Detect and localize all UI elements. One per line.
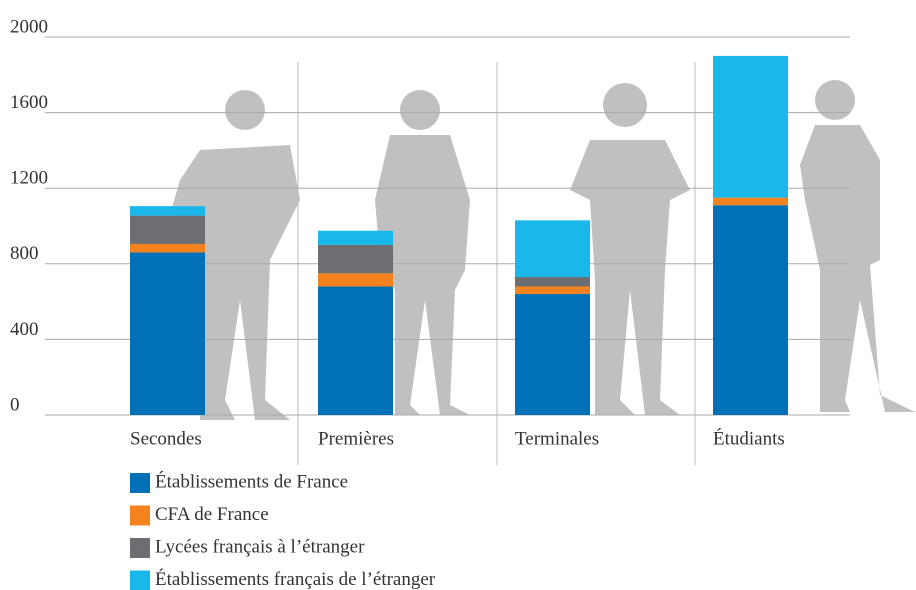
bar-segment bbox=[713, 197, 788, 206]
legend-swatch bbox=[130, 538, 150, 558]
silhouette bbox=[225, 90, 265, 130]
bar-segment bbox=[318, 230, 393, 245]
bar-segment bbox=[713, 55, 788, 198]
y-tick-label: 1200 bbox=[10, 168, 48, 189]
x-tick-label: Premières bbox=[318, 428, 394, 449]
bar-segment bbox=[130, 215, 205, 244]
legend-swatch bbox=[130, 505, 150, 526]
x-tick-label: Étudiants bbox=[713, 427, 785, 449]
bar-segment bbox=[318, 273, 393, 287]
bar-segment bbox=[713, 205, 788, 415]
x-tick-label: Secondes bbox=[130, 428, 202, 449]
legend-label: Lycées français à l’étranger bbox=[155, 536, 365, 557]
y-tick-label: 1600 bbox=[10, 92, 48, 113]
legend-swatch bbox=[130, 570, 150, 590]
bar-segment bbox=[515, 277, 590, 287]
y-tick-label: 0 bbox=[10, 394, 20, 415]
silhouette bbox=[400, 90, 440, 130]
legend-label: Établissements français de l’étranger bbox=[155, 568, 436, 590]
y-tick-label: 800 bbox=[10, 243, 39, 264]
bar-segment bbox=[515, 286, 590, 295]
silhouette bbox=[570, 140, 690, 415]
bar-segment bbox=[515, 220, 590, 278]
legend-label: Établissements de France bbox=[155, 470, 348, 492]
y-tick-label: 2000 bbox=[10, 16, 48, 37]
silhouette bbox=[800, 125, 915, 412]
bar-segment bbox=[130, 243, 205, 253]
y-tick-label: 400 bbox=[10, 319, 39, 340]
legend-swatch bbox=[130, 473, 150, 493]
legend-label: CFA de France bbox=[155, 504, 269, 525]
bar-segment bbox=[130, 252, 205, 415]
bar-segment bbox=[130, 206, 205, 216]
silhouette bbox=[815, 80, 855, 120]
bar-segment bbox=[318, 286, 393, 415]
silhouette bbox=[603, 83, 647, 127]
bar-segment bbox=[318, 244, 393, 274]
bar-segment bbox=[515, 294, 590, 415]
silhouette bbox=[375, 135, 470, 415]
x-tick-label: Terminales bbox=[515, 428, 599, 449]
